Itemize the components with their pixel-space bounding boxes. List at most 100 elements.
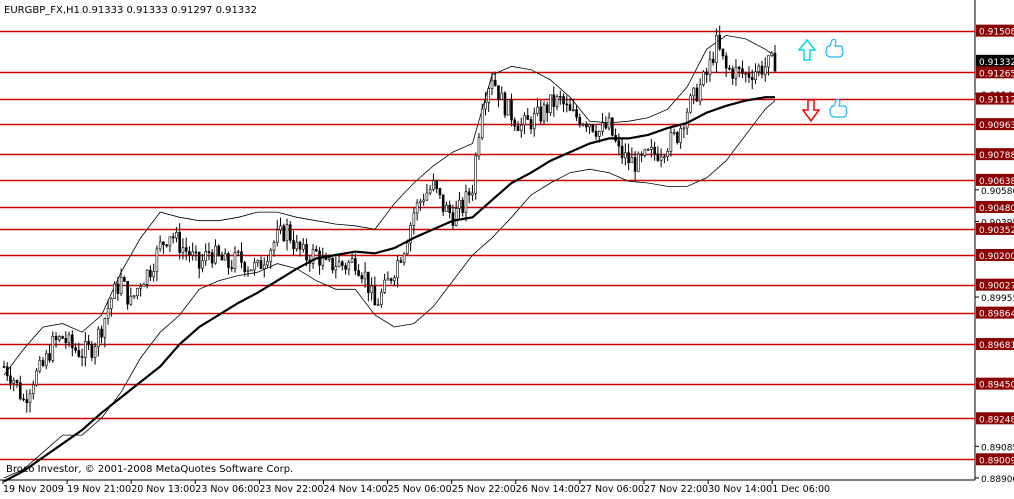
price-tick-label: 0.88900 xyxy=(981,475,1014,485)
candle-body xyxy=(350,258,354,263)
candle-body xyxy=(640,153,643,156)
candle-body xyxy=(149,269,152,278)
candle-body xyxy=(432,180,435,190)
price-label-box xyxy=(976,24,1014,37)
candle-body xyxy=(653,146,656,155)
upper-band-line xyxy=(3,34,776,376)
time-tick-label: 19 Nov 21:00 xyxy=(67,484,131,495)
candle-body xyxy=(110,298,113,309)
candle-body xyxy=(305,244,308,261)
candle-body xyxy=(298,241,302,250)
candle-body xyxy=(624,152,627,159)
candle-body xyxy=(741,68,744,74)
candle-body xyxy=(607,117,611,129)
candle-body xyxy=(175,232,178,239)
candle-body xyxy=(357,270,360,276)
candle-body xyxy=(406,242,409,255)
candle-body xyxy=(682,127,686,130)
candle-body xyxy=(523,115,526,126)
price-tick-label: 0.89955 xyxy=(981,294,1014,304)
candle-body xyxy=(168,236,172,247)
candle-body xyxy=(184,247,188,252)
candle-body xyxy=(643,149,647,156)
horizontal-levels xyxy=(0,30,975,461)
candle-body xyxy=(718,34,721,50)
candle-body xyxy=(724,55,728,69)
candle-body xyxy=(113,283,116,299)
candle-body xyxy=(80,356,84,358)
candle-body xyxy=(737,66,741,69)
bollinger-bands xyxy=(3,34,776,479)
candle-body xyxy=(689,95,692,113)
candle-body xyxy=(25,399,29,403)
candle-body xyxy=(275,229,279,243)
candle-body xyxy=(698,84,702,102)
candle-body xyxy=(708,58,712,75)
candle-body xyxy=(721,48,725,57)
price-tick-label: 0.90352 xyxy=(979,226,1014,236)
candle-body xyxy=(282,225,286,241)
candle-body xyxy=(471,192,474,196)
candle-body xyxy=(646,149,650,151)
candle-body xyxy=(757,65,761,73)
price-label-box xyxy=(976,173,1014,186)
candle-body xyxy=(246,270,250,272)
lower-band-line xyxy=(3,100,776,479)
candle-body xyxy=(22,398,25,401)
candle-body xyxy=(513,119,517,127)
candle-body xyxy=(402,253,406,263)
candle-body xyxy=(493,79,497,86)
candle-body xyxy=(337,261,341,268)
candle-body xyxy=(467,191,471,196)
candle-body xyxy=(767,55,770,68)
candle-body xyxy=(227,253,230,268)
candle-body xyxy=(451,212,455,226)
candle-body xyxy=(41,360,45,366)
candle-body xyxy=(58,336,61,341)
candle-body xyxy=(145,269,149,285)
price-tick-label: 0.91112 xyxy=(979,96,1014,106)
candle-body xyxy=(240,251,243,263)
candle-body xyxy=(5,366,9,377)
price-tick-label: 0.90963 xyxy=(979,121,1014,131)
candle-body xyxy=(630,157,634,164)
candle-body xyxy=(126,281,129,305)
time-tick-label: 1 Dec 06:00 xyxy=(772,484,830,495)
candle-body xyxy=(454,208,458,226)
price-tick-label: 0.90200 xyxy=(979,252,1014,262)
candle-body xyxy=(672,132,676,134)
candle-body xyxy=(438,188,442,196)
candle-body xyxy=(295,241,299,250)
price-tick-label: 0.91332 xyxy=(979,58,1014,68)
candle-body xyxy=(581,123,585,126)
candle-body xyxy=(601,122,604,132)
time-tick-label: 26 Nov 14:00 xyxy=(516,484,580,495)
candle-body xyxy=(598,130,601,137)
candle-body xyxy=(272,242,276,251)
candle-body xyxy=(347,261,351,270)
candle-body xyxy=(399,260,403,263)
candle-body xyxy=(702,71,705,85)
candle-body xyxy=(497,85,500,100)
candle-body xyxy=(64,338,68,343)
candle-body xyxy=(705,71,708,75)
candle-body xyxy=(770,52,774,57)
candle-body xyxy=(669,132,673,152)
candle-body xyxy=(259,260,263,270)
candle-body xyxy=(536,106,539,114)
candle-body xyxy=(181,247,185,253)
candle-body xyxy=(506,99,510,116)
candle-body xyxy=(396,260,399,279)
candle-body xyxy=(331,257,334,271)
candle-body xyxy=(386,278,390,281)
price-tick-label: 0.89864 xyxy=(979,310,1014,320)
price-tick-label: 0.89009 xyxy=(979,456,1014,466)
candle-body xyxy=(51,335,55,361)
candle-body xyxy=(679,128,682,143)
candle-body xyxy=(285,224,289,241)
candle-body xyxy=(620,145,624,159)
candle-body xyxy=(633,157,637,172)
candle-body xyxy=(31,384,35,395)
